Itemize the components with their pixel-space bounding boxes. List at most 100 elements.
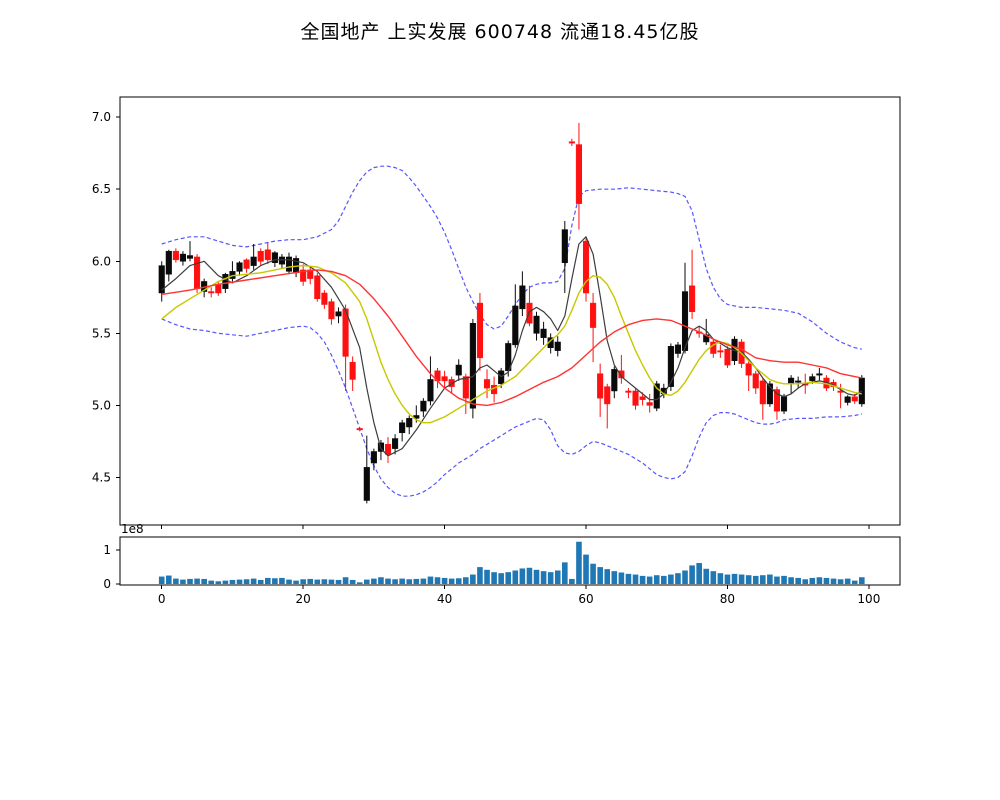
price-tick-label: 7.0 bbox=[92, 110, 111, 124]
volume-bar bbox=[809, 577, 816, 584]
volume-bar bbox=[413, 578, 420, 584]
candle-body bbox=[512, 305, 519, 346]
volume-bar bbox=[788, 577, 794, 584]
volume-bar bbox=[781, 575, 787, 584]
candle-body bbox=[335, 311, 342, 317]
moving-averages bbox=[161, 236, 863, 457]
ma10-line bbox=[161, 264, 862, 424]
volume-bar bbox=[250, 578, 257, 584]
volume-bar bbox=[491, 572, 497, 584]
candle-body bbox=[788, 377, 795, 385]
volume-bar bbox=[314, 579, 321, 584]
volume-bar bbox=[837, 579, 844, 584]
candle-body bbox=[392, 438, 399, 449]
volume-bar bbox=[279, 577, 285, 584]
volume-bar bbox=[823, 577, 830, 584]
candle-body bbox=[427, 379, 434, 402]
volume-bar bbox=[463, 577, 469, 584]
x-tick-label: 80 bbox=[720, 592, 735, 606]
volume-bar bbox=[675, 573, 681, 584]
candle-body bbox=[632, 390, 639, 406]
candle-body bbox=[519, 285, 526, 310]
volume-bar bbox=[618, 572, 625, 584]
volume-bar bbox=[632, 574, 639, 584]
volume-bar bbox=[257, 579, 264, 584]
x-tick-label: 20 bbox=[296, 592, 311, 606]
candle-body bbox=[384, 444, 392, 455]
volume-bar bbox=[859, 577, 865, 584]
candle-body bbox=[215, 284, 222, 294]
candle-body bbox=[370, 451, 377, 464]
price-tick-label: 5.5 bbox=[92, 326, 111, 340]
volume-bar bbox=[208, 580, 215, 584]
volume-x-axis: 0 20 40 60 80 100 bbox=[158, 585, 880, 606]
x-tick-label: 100 bbox=[857, 592, 880, 606]
candle-body bbox=[618, 370, 625, 379]
volume-bar bbox=[441, 577, 448, 584]
volume-bar bbox=[717, 573, 724, 584]
volume-bar bbox=[236, 579, 243, 584]
volume-bar bbox=[731, 573, 738, 584]
axes bbox=[119, 96, 901, 586]
candle-body bbox=[625, 390, 632, 393]
volume-bar bbox=[526, 567, 533, 584]
ma5-line bbox=[161, 236, 863, 457]
volume-bar bbox=[689, 565, 695, 584]
candle-body bbox=[420, 400, 427, 412]
volume-bar bbox=[767, 574, 773, 584]
volume-bar bbox=[795, 577, 801, 584]
candle-body bbox=[858, 377, 865, 405]
volume-bar bbox=[363, 579, 370, 584]
price-tick-label: 6.5 bbox=[92, 182, 111, 196]
volume-bar bbox=[477, 567, 483, 584]
candle-body bbox=[844, 396, 851, 403]
candle-body bbox=[646, 402, 653, 406]
candle-body bbox=[689, 285, 696, 312]
candle-body bbox=[448, 379, 455, 387]
volume-series bbox=[158, 541, 865, 584]
candle-body bbox=[533, 315, 540, 334]
candle-body bbox=[724, 348, 731, 366]
volume-bar bbox=[328, 579, 335, 584]
candle-body bbox=[257, 250, 264, 262]
candle-body bbox=[314, 275, 321, 300]
price-x-ticks bbox=[161, 525, 870, 529]
candle-body bbox=[264, 249, 271, 261]
volume-bar bbox=[505, 572, 512, 584]
volume-bar bbox=[180, 579, 186, 584]
candle-body bbox=[540, 328, 547, 338]
candle-body bbox=[816, 373, 823, 376]
volume-axes-frame bbox=[119, 536, 901, 586]
volume-bar bbox=[455, 578, 462, 584]
volume-bar bbox=[661, 575, 667, 584]
volume-bar bbox=[286, 579, 292, 584]
candle-body bbox=[342, 308, 349, 357]
volume-bar bbox=[554, 570, 561, 584]
volume-bar bbox=[427, 576, 434, 584]
candle-body bbox=[681, 291, 689, 351]
volume-bar bbox=[696, 563, 702, 584]
candle-body bbox=[186, 255, 194, 259]
volume-bar bbox=[194, 578, 200, 584]
candle-body bbox=[158, 265, 165, 294]
candle-body bbox=[179, 253, 186, 262]
volume-tick-label: 0 bbox=[103, 577, 111, 591]
candle-body bbox=[568, 141, 575, 144]
bollinger-lower-line bbox=[161, 318, 862, 497]
x-tick-label: 60 bbox=[578, 592, 593, 606]
candle-body bbox=[356, 428, 363, 431]
candle-body bbox=[498, 370, 505, 385]
candle-body bbox=[752, 373, 759, 389]
volume-bar bbox=[802, 579, 809, 584]
volume-bar bbox=[448, 578, 455, 584]
volume-bar bbox=[710, 571, 717, 584]
volume-bar bbox=[851, 580, 858, 584]
volume-bar bbox=[533, 569, 540, 584]
volume-bar bbox=[519, 568, 526, 584]
volume-bar bbox=[547, 572, 554, 584]
volume-bar bbox=[738, 574, 745, 584]
candle-body bbox=[561, 229, 568, 263]
volume-bar bbox=[399, 578, 405, 584]
volume-bar bbox=[173, 578, 179, 584]
candle-body bbox=[554, 341, 561, 351]
